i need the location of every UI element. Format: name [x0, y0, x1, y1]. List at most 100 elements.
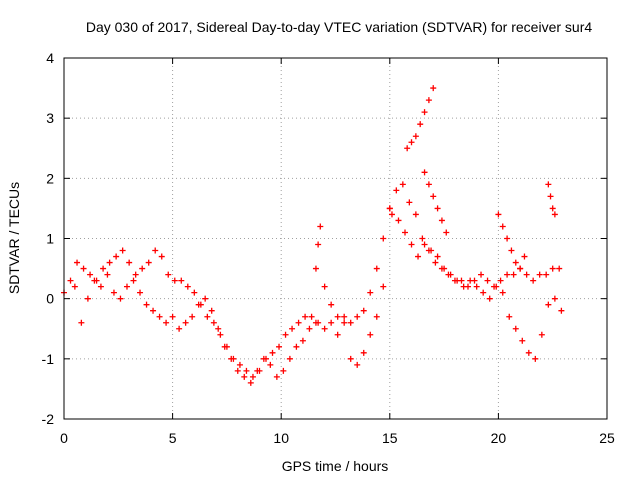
data-point: [191, 289, 198, 296]
data-point: [269, 349, 276, 356]
data-point: [84, 295, 91, 302]
data-point: [473, 283, 480, 290]
data-point: [145, 259, 152, 266]
y-tick-label: 2: [46, 170, 54, 186]
data-point: [158, 253, 165, 260]
data-point: [208, 307, 215, 314]
data-point: [260, 355, 267, 362]
data-point: [545, 301, 552, 308]
x-tick-label: 10: [273, 430, 289, 446]
x-tick-label: 5: [169, 430, 177, 446]
data-point: [536, 271, 543, 278]
data-point: [504, 271, 511, 278]
data-point: [443, 229, 450, 236]
data-point: [286, 355, 293, 362]
data-point: [71, 283, 78, 290]
data-points: [61, 85, 565, 386]
data-point: [499, 289, 506, 296]
data-point: [441, 265, 448, 272]
data-point: [499, 223, 506, 230]
data-point: [399, 181, 406, 188]
data-point: [519, 337, 526, 344]
data-point: [421, 241, 428, 248]
y-tick-label: 3: [46, 110, 54, 126]
data-point: [221, 343, 228, 350]
data-point: [504, 235, 511, 242]
data-point: [373, 313, 380, 320]
y-tick-label: -2: [42, 411, 55, 427]
data-point: [538, 331, 545, 338]
x-tick-label: 25: [599, 430, 615, 446]
data-point: [204, 313, 211, 320]
data-point: [228, 355, 235, 362]
data-point: [454, 277, 461, 284]
data-point: [543, 271, 550, 278]
data-point: [393, 187, 400, 194]
data-point: [495, 211, 502, 218]
data-point: [484, 277, 491, 284]
data-point: [113, 253, 120, 260]
data-point: [549, 205, 556, 212]
data-point: [506, 313, 513, 320]
data-point: [328, 319, 335, 326]
data-point: [282, 331, 289, 338]
data-point: [404, 145, 411, 152]
data-point: [354, 361, 361, 368]
data-point: [254, 367, 261, 374]
data-point: [189, 313, 196, 320]
data-point: [547, 193, 554, 200]
data-point: [126, 259, 133, 266]
data-point: [215, 325, 222, 332]
data-point: [104, 271, 111, 278]
data-point: [171, 277, 178, 284]
data-point: [525, 349, 532, 356]
data-point: [321, 325, 328, 332]
data-point: [97, 283, 104, 290]
data-point: [143, 301, 150, 308]
data-point: [517, 265, 524, 272]
data-point: [74, 259, 81, 266]
data-point: [289, 325, 296, 332]
data-point: [195, 301, 202, 308]
data-point: [367, 289, 374, 296]
data-point: [367, 331, 374, 338]
data-point: [486, 295, 493, 302]
data-point: [425, 181, 432, 188]
x-tick-label: 15: [382, 430, 398, 446]
x-tick-labels: 0 5 10 15 20 25: [60, 430, 615, 446]
data-point: [447, 271, 454, 278]
data-point: [156, 313, 163, 320]
data-point: [123, 283, 130, 290]
data-point: [480, 289, 487, 296]
data-point: [373, 265, 380, 272]
data-point: [106, 259, 113, 266]
data-point: [217, 331, 224, 338]
data-point: [549, 265, 556, 272]
data-point: [551, 295, 558, 302]
data-point: [243, 367, 250, 374]
data-point: [434, 253, 441, 260]
data-point: [360, 349, 367, 356]
data-point: [360, 307, 367, 314]
data-point: [428, 247, 435, 254]
x-tick-label: 20: [491, 430, 507, 446]
chart-title: Day 030 of 2017, Sidereal Day-to-day VTE…: [86, 19, 592, 35]
data-point: [163, 319, 170, 326]
data-point: [276, 343, 283, 350]
data-point: [100, 265, 107, 272]
data-point: [184, 283, 191, 290]
data-point: [408, 139, 415, 146]
data-point: [334, 313, 341, 320]
data-point: [551, 211, 558, 218]
data-point: [558, 307, 565, 314]
data-point: [530, 277, 537, 284]
data-point: [508, 247, 515, 254]
data-point: [80, 265, 87, 272]
data-point: [110, 289, 117, 296]
data-point: [556, 265, 563, 272]
plot-frame: [63, 57, 608, 420]
data-point: [247, 379, 254, 386]
data-point: [386, 205, 393, 212]
data-point: [388, 211, 395, 218]
